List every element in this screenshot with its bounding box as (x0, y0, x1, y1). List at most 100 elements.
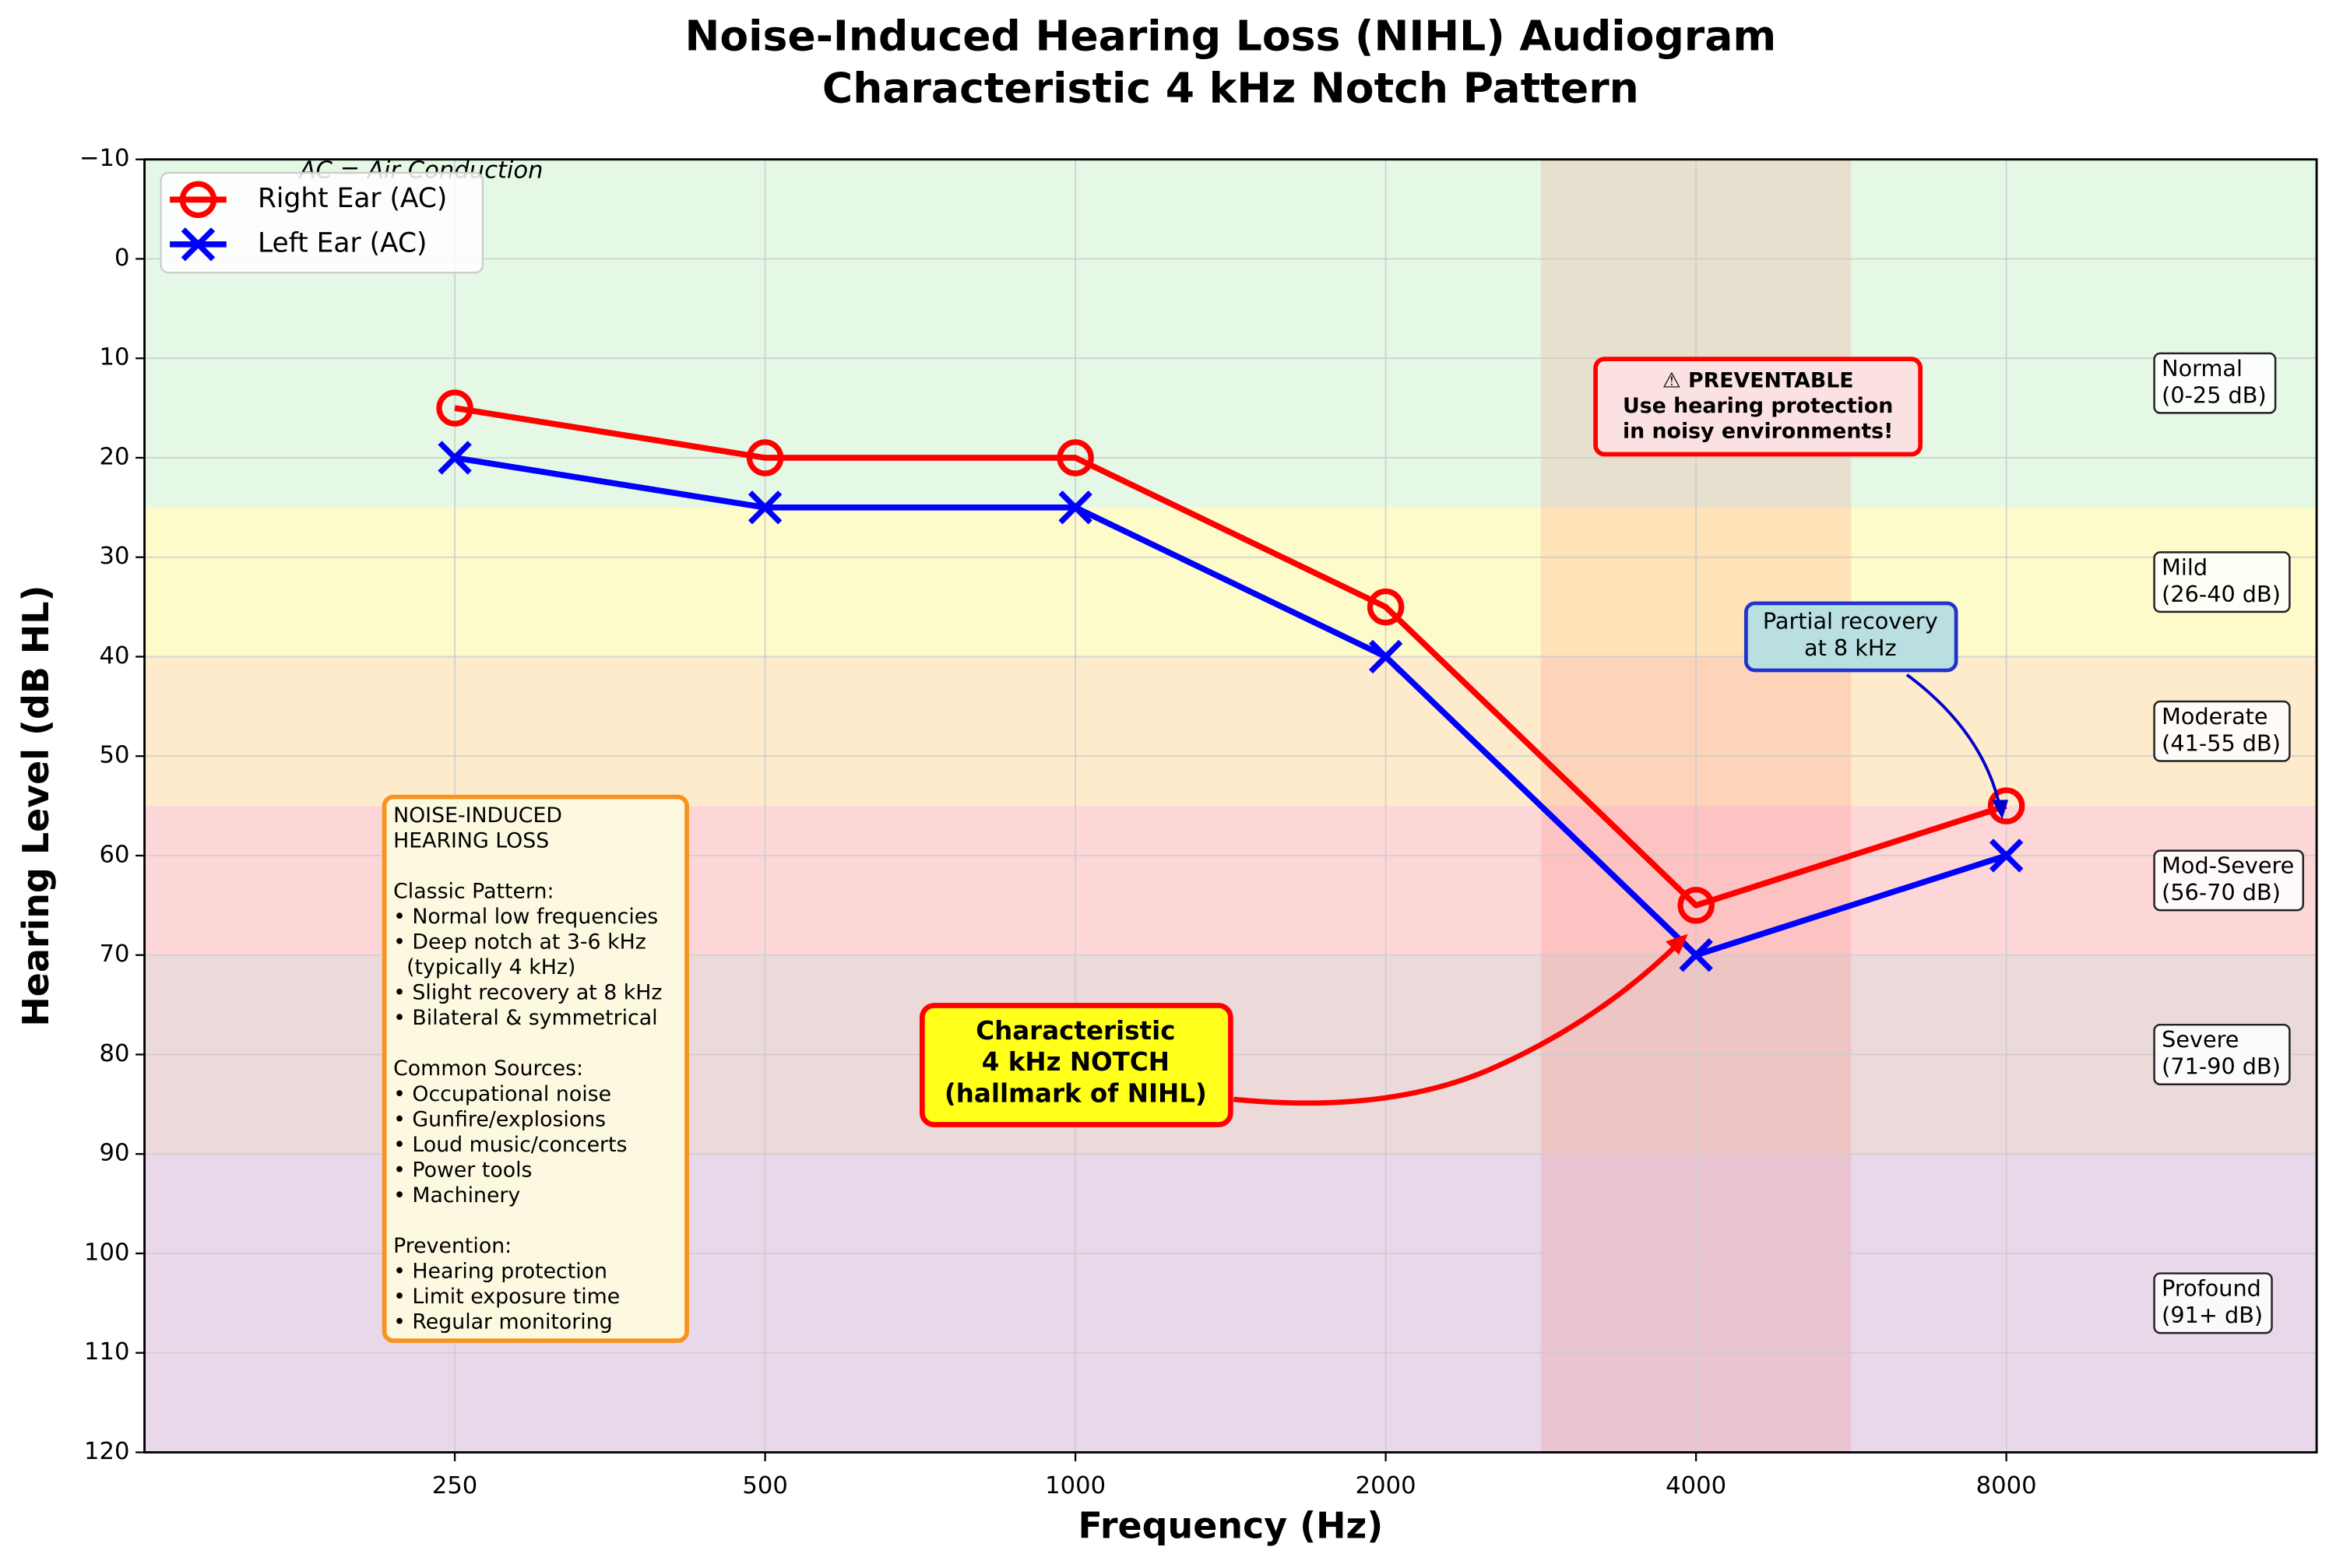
band-range: (56-70 dB) (2162, 879, 2281, 905)
band-name: Profound (2162, 1275, 2261, 1302)
band-label: Normal(0-25 dB) (2153, 352, 2277, 414)
info-item: • Limit exposure time (393, 1285, 620, 1309)
recovery-arrow (1905, 673, 2001, 805)
band-label-box (2153, 849, 2305, 912)
info-title: HEARING LOSS (393, 829, 549, 853)
point-marker (1989, 838, 2024, 873)
x-axis-label: Frequency (Hz) (1078, 1505, 1383, 1547)
x-tick-label: 250 (432, 1472, 477, 1499)
point-marker (748, 490, 783, 525)
y-tick-label: −10 (79, 145, 130, 172)
chart-title: Noise-Induced Hearing Loss (NIHL) Audiog… (685, 11, 1777, 60)
recovery-arrowhead (1992, 800, 2009, 820)
band-label: Mild(26-40 dB) (2153, 551, 2291, 613)
x-tick-label: 4000 (1666, 1472, 1726, 1499)
y-tick-label: 60 (100, 841, 130, 868)
band-range: (71-90 dB) (2162, 1053, 2281, 1080)
info-heading: Classic Pattern: (393, 880, 554, 904)
info-item: • Occupational noise (393, 1082, 611, 1106)
prevention-text: ⚠ PREVENTABLE (1662, 368, 1854, 392)
point-marker (1679, 938, 1713, 972)
y-tick-label: 70 (100, 940, 130, 968)
y-tick-label: 50 (100, 742, 130, 769)
point-marker (438, 441, 472, 475)
legend-label: Left Ear (AC) (258, 227, 427, 258)
y-axis-label: Hearing Level (dB HL) (15, 585, 57, 1027)
point-marker (1058, 490, 1092, 525)
x-tick-label: 1000 (1045, 1472, 1106, 1499)
info-item: • Gunfire/explosions (393, 1107, 606, 1131)
y-tick-label: 120 (84, 1438, 129, 1465)
recovery-text: Partial recovery (1763, 608, 1938, 635)
info-heading: Prevention: (393, 1234, 512, 1258)
recovery-box (1743, 601, 1958, 673)
band-range: (41-55 dB) (2162, 730, 2281, 756)
chart-subtitle: Characteristic 4 kHz Notch Pattern (822, 63, 1639, 112)
info-item: (typically 4 kHz) (393, 955, 575, 979)
band-name: Moderate (2162, 703, 2267, 730)
y-tick-label: 30 (100, 543, 130, 570)
point-marker (1677, 887, 1715, 924)
x-tick-label: 2000 (1356, 1472, 1416, 1499)
legend-marker (181, 227, 216, 262)
y-tick-label: 110 (84, 1338, 129, 1366)
point-marker (1367, 588, 1405, 626)
y-tick-label: 0 (114, 244, 129, 272)
info-item: • Bilateral & symmetrical (393, 1006, 658, 1030)
series-line (454, 455, 2007, 958)
band-range: (0-25 dB) (2162, 381, 2267, 408)
info-title: NOISE-INDUCED (393, 803, 562, 828)
info-item: • Hearing protection (393, 1259, 607, 1283)
band-label: Mod-Severe(56-70 dB) (2153, 849, 2305, 912)
legend: Right Ear (AC) Left Ear (AC) (160, 171, 484, 274)
info-heading: Common Sources: (393, 1056, 583, 1081)
plot-frame (143, 158, 2318, 1454)
y-tick-label: 10 (100, 344, 130, 371)
series-line (454, 405, 2007, 909)
notch-arrow (1233, 936, 1686, 1106)
y-tick-label: 40 (100, 642, 130, 670)
band-label-box (2153, 700, 2291, 762)
band-label-box (2153, 352, 2277, 414)
y-tick-label: 20 (100, 443, 130, 470)
y-tick-label: 90 (100, 1140, 130, 1167)
notch-text: 4 kHz NOTCH (982, 1047, 1170, 1077)
notch-box (919, 1003, 1233, 1127)
info-item: • Normal low frequencies (393, 905, 658, 929)
severity-band (144, 159, 2317, 508)
info-item: • Power tools (393, 1158, 532, 1182)
band-range: (91+ dB) (2162, 1302, 2263, 1328)
prevention-text: Use hearing protection (1623, 394, 1893, 418)
legend-label: Right Ear (AC) (258, 183, 447, 214)
recovery-text: at 8 kHz (1804, 635, 1897, 661)
severity-band (144, 656, 2317, 807)
notch-text: Characteristic (976, 1016, 1175, 1046)
notch-arrowhead (1666, 933, 1688, 955)
band-name: Severe (2162, 1026, 2239, 1053)
point-marker (1368, 639, 1403, 674)
band-name: Normal (2162, 355, 2243, 381)
info-item: • Machinery (393, 1183, 520, 1208)
point-marker (436, 389, 473, 427)
y-tick-label: 100 (84, 1239, 129, 1266)
info-item: • Deep notch at 3-6 kHz (393, 930, 646, 955)
band-label: Profound(91+ dB) (2153, 1272, 2273, 1334)
legend-frame (160, 171, 484, 274)
point-marker (1057, 439, 1094, 476)
notch-text: (hallmark of NIHL) (945, 1078, 1207, 1108)
point-marker (1987, 787, 2025, 824)
prevention-text: in noisy environments! (1623, 419, 1893, 443)
y-tick-label: 80 (100, 1040, 130, 1067)
info-item: • Loud music/concerts (393, 1133, 627, 1157)
info-item: • Regular monitoring (393, 1310, 613, 1334)
prevention-box (1593, 357, 1923, 457)
legend-marker (179, 181, 217, 219)
x-tick-label: 8000 (1976, 1472, 2037, 1499)
band-label: Moderate(41-55 dB) (2153, 700, 2291, 762)
info-box-frame (382, 794, 689, 1343)
band-label-box (2153, 551, 2291, 613)
x-tick-label: 500 (742, 1472, 787, 1499)
